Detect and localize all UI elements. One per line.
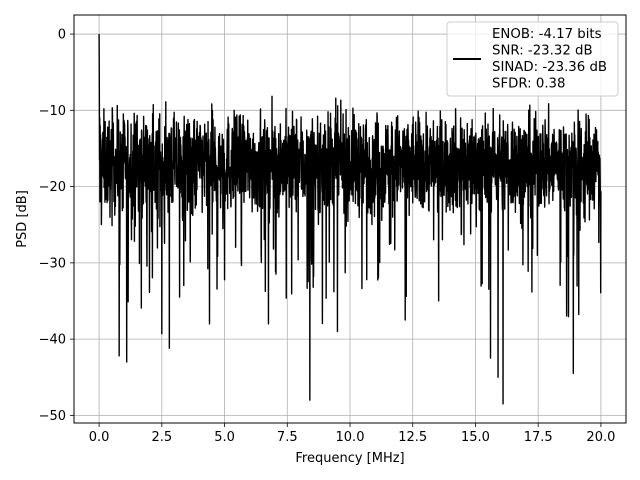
y-axis-label: PSD [dB] — [15, 190, 30, 248]
x-ticks: 0.0 2.5 5.0 7.5 10.0 12.5 15.0 17.5 20.0 — [89, 423, 615, 445]
x-tick-label: 5.0 — [214, 430, 235, 445]
x-axis-label: Frequency [MHz] — [295, 451, 404, 466]
x-tick-label: 17.5 — [524, 430, 553, 445]
legend-line: SINAD: -23.36 dB — [492, 60, 607, 75]
y-tick-label: 0 — [58, 28, 66, 43]
x-tick-label: 20.0 — [586, 430, 615, 445]
y-tick-label: −10 — [39, 104, 66, 119]
x-tick-label: 7.5 — [277, 430, 298, 445]
psd-series-line — [98, 34, 602, 405]
y-tick-label: −40 — [39, 333, 66, 348]
legend: ENOB: -4.17 bits SNR: -23.32 dB SINAD: -23… — [446, 21, 619, 97]
y-ticks: 0 −10 −20 −30 −40 −50 — [39, 28, 74, 424]
y-tick-label: −30 — [39, 256, 66, 271]
legend-entry-label: ENOB: -4.17 bits SNR: -23.32 dB SINAD: -23… — [492, 27, 607, 92]
legend-box — [446, 21, 619, 97]
x-tick-label: 15.0 — [461, 430, 490, 445]
legend-line: ENOB: -4.17 bits — [492, 27, 602, 42]
x-tick-label: 12.5 — [398, 430, 427, 445]
series-layer — [98, 34, 602, 405]
x-tick-label: 10.0 — [336, 430, 365, 445]
x-tick-label: 0.0 — [89, 430, 110, 445]
x-tick-label: 2.5 — [151, 430, 172, 445]
legend-line: SNR: -23.32 dB — [492, 44, 593, 59]
legend-line: SFDR: 0.38 — [492, 77, 565, 92]
y-tick-label: −50 — [39, 409, 66, 424]
y-tick-label: −20 — [39, 180, 66, 195]
